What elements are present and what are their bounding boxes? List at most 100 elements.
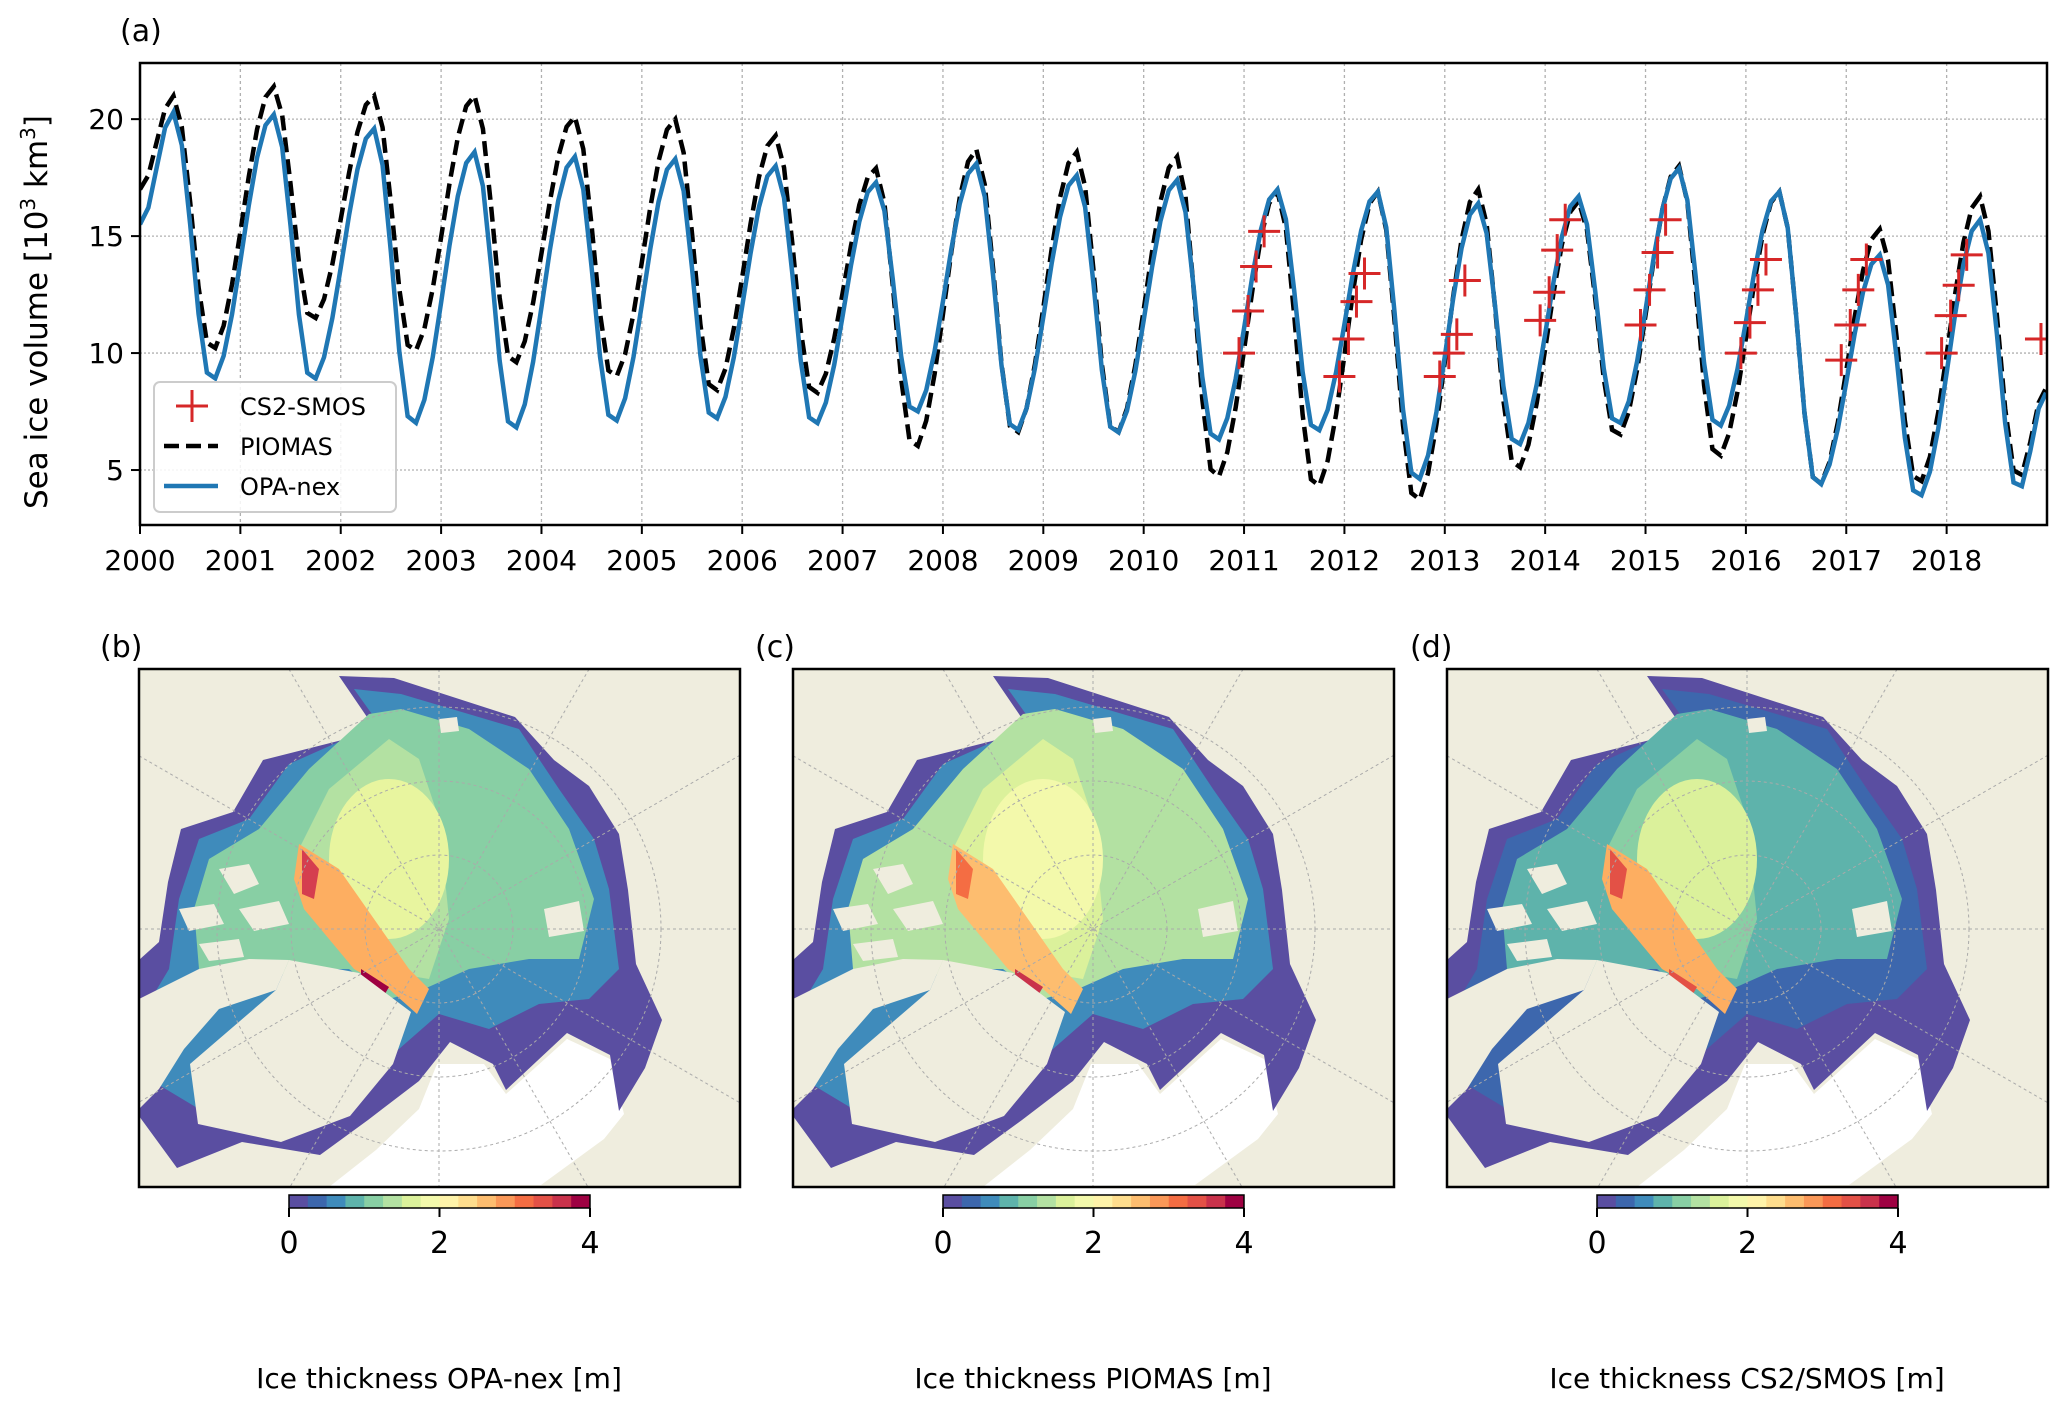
colorbar-tick-label: 0 bbox=[279, 1226, 298, 1261]
island-land bbox=[199, 939, 244, 961]
colorbar-swatch bbox=[458, 1195, 478, 1208]
x-tick-label: 2011 bbox=[1208, 544, 1279, 577]
colorbar-swatch bbox=[1597, 1195, 1617, 1208]
ice-max-zone bbox=[956, 849, 973, 899]
map-content bbox=[139, 669, 740, 1187]
series-cs2-smos-marker bbox=[2024, 323, 2047, 356]
colorbar-swatch bbox=[552, 1195, 572, 1208]
graticule-meridian bbox=[943, 669, 1244, 1187]
panel-label-c: (c) bbox=[755, 630, 795, 665]
colorbar-swatch bbox=[1879, 1195, 1899, 1208]
colorbar-swatch bbox=[477, 1195, 497, 1208]
colorbar-tick-label: 2 bbox=[1084, 1226, 1103, 1261]
colorbar-swatch bbox=[1187, 1195, 1207, 1208]
colorbar-swatch bbox=[1131, 1195, 1151, 1208]
open-ocean bbox=[983, 1039, 1278, 1187]
colorbar: 0 2 4 bbox=[933, 1194, 1254, 1261]
series-cs2-smos-marker bbox=[1248, 215, 1281, 248]
island-land bbox=[853, 939, 898, 961]
graticule-meridian bbox=[139, 755, 740, 1104]
colorbar-tick-label: 2 bbox=[1738, 1226, 1757, 1261]
island-land bbox=[833, 904, 878, 931]
island-land bbox=[179, 904, 224, 931]
series-cs2-smos-marker bbox=[1834, 308, 1867, 341]
island-land bbox=[1747, 717, 1767, 733]
colorbar-swatch bbox=[1822, 1195, 1843, 1208]
colorbar-swatch bbox=[1149, 1195, 1170, 1208]
island-land bbox=[1852, 901, 1892, 937]
island-land bbox=[239, 901, 289, 931]
map-content bbox=[793, 669, 1394, 1187]
colorbar-swatch bbox=[533, 1195, 553, 1208]
graticule-meridian bbox=[289, 669, 590, 1187]
colorbar-swatch bbox=[1225, 1195, 1245, 1208]
series-cs2-smos-marker bbox=[1549, 203, 1582, 236]
series-cs2-smos-marker bbox=[1850, 243, 1883, 276]
x-tick-label: 2005 bbox=[606, 544, 677, 577]
colorbar-swatch bbox=[345, 1195, 365, 1208]
colorbar-swatch bbox=[420, 1195, 440, 1208]
graticule-meridian bbox=[942, 669, 1243, 1187]
x-tick-label: 2007 bbox=[807, 544, 878, 577]
island-land bbox=[1527, 864, 1567, 894]
colorbar-swatch bbox=[1728, 1195, 1748, 1208]
colorbar-swatch bbox=[1803, 1195, 1824, 1208]
series-cs2-smos-marker bbox=[1649, 203, 1682, 236]
map-frame bbox=[137, 667, 742, 1189]
colorbar-tick-label: 4 bbox=[1888, 1226, 1907, 1261]
graticule-meridian bbox=[288, 669, 589, 1187]
series-cs2-smos-marker bbox=[1942, 269, 1975, 302]
series-cs2-smos-marker bbox=[1423, 360, 1456, 393]
series-cs2-smos-marker bbox=[1842, 273, 1875, 306]
map-content bbox=[1447, 669, 2048, 1187]
open-ocean bbox=[1637, 1039, 1932, 1187]
island-land bbox=[1093, 717, 1113, 733]
colorbar-swatch bbox=[943, 1195, 963, 1208]
x-tick-label: 2012 bbox=[1309, 544, 1380, 577]
canada-land bbox=[139, 959, 289, 1109]
colorbar-swatch bbox=[1634, 1195, 1654, 1208]
line-chart: 2000 2001 2002 2003 2004 2005 2006 2007 2008 2009… bbox=[16, 61, 2049, 577]
island-land bbox=[544, 901, 584, 937]
colorbar-tick-label: 4 bbox=[1234, 1226, 1253, 1261]
graticule-meridian bbox=[1596, 669, 1897, 1187]
series-cs2-smos-marker bbox=[1733, 306, 1766, 339]
open-ocean bbox=[329, 1039, 624, 1187]
plot-frame bbox=[138, 61, 2049, 527]
colorbar-swatch bbox=[1691, 1195, 1711, 1208]
canada-land bbox=[1447, 959, 1597, 1109]
colorbar-tick-label: 4 bbox=[580, 1226, 599, 1261]
y-axis-label: Sea ice volume [103 km3] bbox=[16, 115, 55, 509]
x-tick-label: 2004 bbox=[506, 544, 577, 577]
y-axis-label-part: ] bbox=[19, 115, 55, 127]
colorbar-label-d: Ice thickness CS2/SMOS [m] bbox=[1549, 1362, 1945, 1395]
y-axis-label-part: Sea ice volume [10 bbox=[19, 211, 55, 509]
colorbar-swatch bbox=[514, 1195, 535, 1208]
colorbar-swatch bbox=[1168, 1195, 1189, 1208]
series-cs2-smos-marker bbox=[1641, 236, 1674, 269]
colorbar-swatch bbox=[495, 1195, 516, 1208]
panel-label-d: (d) bbox=[1410, 630, 1453, 665]
colorbar-swatch bbox=[961, 1195, 982, 1208]
series-cs2-smos-marker bbox=[1825, 344, 1858, 377]
x-tick-label: 2008 bbox=[907, 544, 978, 577]
x-tick-label: 2018 bbox=[1911, 544, 1982, 577]
colorbar-swatch bbox=[1074, 1195, 1094, 1208]
panel-label-b: (b) bbox=[100, 630, 143, 665]
map-panel-b: 0 2 4 bbox=[137, 667, 742, 1261]
colorbar-swatch bbox=[1615, 1195, 1636, 1208]
colorbar-swatch bbox=[1018, 1195, 1038, 1208]
x-tick-label: 2003 bbox=[405, 544, 476, 577]
x-tick-label: 2010 bbox=[1108, 544, 1179, 577]
island-land bbox=[893, 901, 943, 931]
x-tick-label: 2014 bbox=[1510, 544, 1581, 577]
x-tick-label: 2015 bbox=[1610, 544, 1681, 577]
island-land bbox=[1487, 904, 1532, 931]
colorbar-swatch bbox=[1672, 1195, 1692, 1208]
graticule-meridian bbox=[1447, 755, 2048, 1104]
series-cs2-smos-marker bbox=[1432, 337, 1465, 370]
greenland-land bbox=[844, 960, 1065, 1142]
colorbar: 0 2 4 bbox=[1587, 1194, 1908, 1261]
greenland-land bbox=[190, 960, 411, 1142]
colorbar-swatch bbox=[1841, 1195, 1861, 1208]
